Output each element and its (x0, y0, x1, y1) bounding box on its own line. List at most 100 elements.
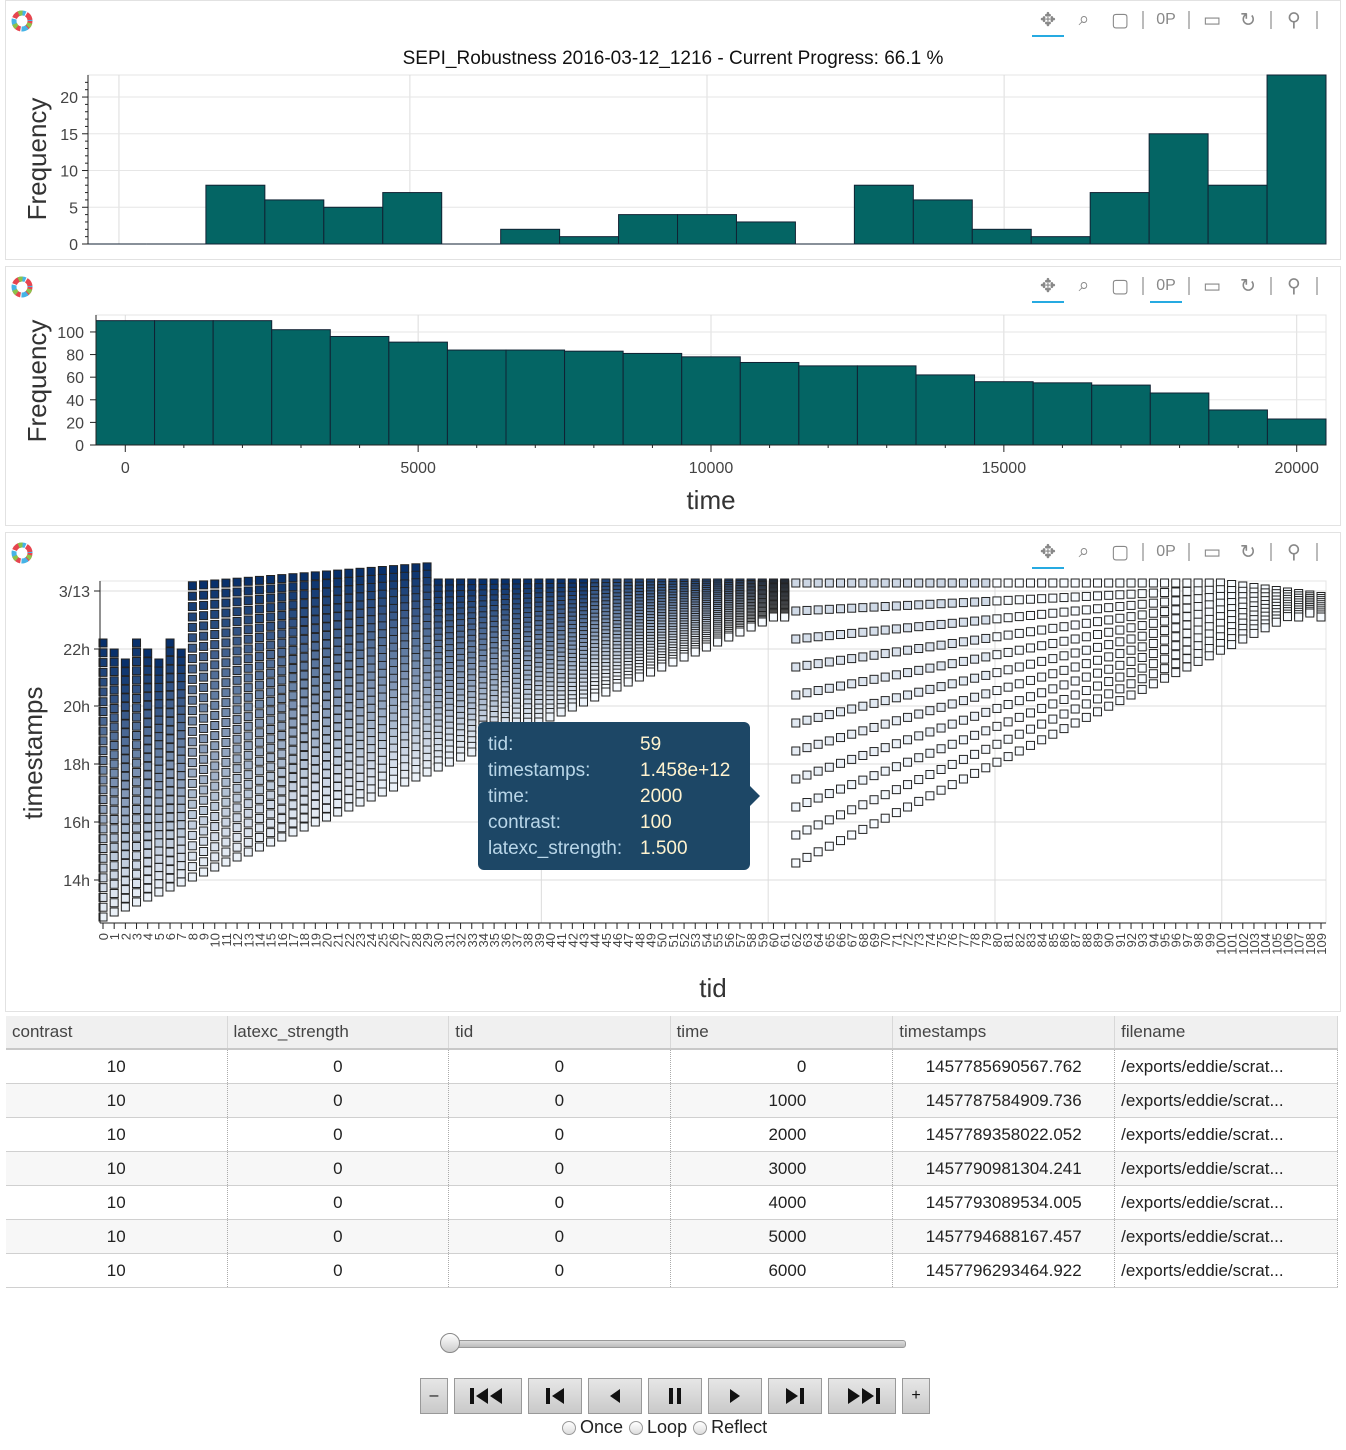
table-cell-contrast[interactable]: 10 (6, 1151, 228, 1186)
resize-icon[interactable]: ▢ (1111, 275, 1129, 297)
table-cell-time[interactable]: 6000 (670, 1253, 894, 1288)
table-cell-filename[interactable]: /exports/eddie/scrat... (1114, 1049, 1338, 1084)
table-cell-filename[interactable]: /exports/eddie/scrat... (1114, 1219, 1338, 1254)
scatter-point (1003, 665, 1013, 675)
table-cell-contrast[interactable]: 10 (6, 1117, 228, 1152)
table-cell-latexc-strength[interactable]: 0 (227, 1185, 450, 1220)
column-header-filename[interactable]: filename (1114, 1016, 1338, 1050)
table-cell-latexc-strength[interactable]: 0 (227, 1219, 450, 1254)
box-zoom-icon[interactable]: ⌕ (1078, 275, 1090, 296)
table-cell-filename[interactable]: /exports/eddie/scrat... (1114, 1117, 1338, 1152)
table-cell-contrast[interactable]: 10 (6, 1049, 228, 1084)
last-button[interactable] (828, 1378, 896, 1414)
resize-icon[interactable]: ▢ (1111, 9, 1129, 31)
pan-icon[interactable]: ✥ (1030, 273, 1066, 303)
radio-reflect[interactable] (693, 1420, 708, 1435)
hover-icon[interactable]: ⚲ (1287, 9, 1301, 31)
table-cell-filename[interactable]: /exports/eddie/scrat... (1114, 1083, 1338, 1118)
slower-button[interactable]: – (420, 1378, 448, 1414)
reset-icon[interactable]: ↻ (1240, 9, 1256, 31)
pan-icon[interactable]: ✥ (1030, 7, 1066, 37)
table-cell-timestamps[interactable]: 1457785690567.762 (892, 1049, 1116, 1084)
radio-loop[interactable] (629, 1420, 644, 1435)
table-cell-tid[interactable]: 0 (448, 1219, 671, 1254)
reset-icon[interactable]: ↻ (1240, 541, 1256, 563)
scatter-point (903, 712, 913, 722)
hover-icon[interactable]: ⚲ (1287, 275, 1301, 297)
table-cell-tid[interactable]: 0 (448, 1049, 671, 1084)
save-icon[interactable]: ▭ (1203, 9, 1221, 31)
column-header-latexc-strength[interactable]: latexc_strength (227, 1016, 450, 1050)
table-cell-timestamps[interactable]: 1457794688167.457 (892, 1219, 1116, 1254)
scatter-point (1148, 598, 1158, 608)
previous-button[interactable] (528, 1378, 582, 1414)
table-row[interactable]: 10 0 0 6000 1457796293464.922/exports/eddie/… (6, 1253, 1338, 1288)
frame-slider[interactable] (440, 1333, 906, 1353)
pan-icon[interactable]: ✥ (1030, 539, 1066, 569)
scatter-point (98, 892, 108, 902)
wheel-zoom-icon[interactable]: 0P (1156, 11, 1176, 28)
table-cell-tid[interactable]: 0 (448, 1253, 671, 1288)
reverse-button[interactable] (588, 1378, 642, 1414)
table-cell-filename[interactable]: /exports/eddie/scrat... (1114, 1151, 1338, 1186)
table-cell-latexc-strength[interactable]: 0 (227, 1117, 450, 1152)
table-cell-latexc-strength[interactable]: 0 (227, 1151, 450, 1186)
box-zoom-icon[interactable]: ⌕ (1078, 9, 1090, 30)
table-cell-latexc-strength[interactable]: 0 (227, 1049, 450, 1084)
column-header-time[interactable]: time (670, 1016, 894, 1050)
resize-icon[interactable]: ▢ (1111, 541, 1129, 563)
table-cell-timestamps[interactable]: 1457789358022.052 (892, 1117, 1116, 1152)
table-cell-contrast[interactable]: 10 (6, 1185, 228, 1220)
table-cell-filename[interactable]: /exports/eddie/scrat... (1114, 1185, 1338, 1220)
column-header-timestamps[interactable]: timestamps (892, 1016, 1116, 1050)
table-row[interactable]: 10 0 0 0 1457785690567.762/exports/eddie/scr… (6, 1049, 1338, 1084)
table-cell-timestamps[interactable]: 1457796293464.922 (892, 1253, 1116, 1288)
table-cell-time[interactable]: 5000 (670, 1219, 894, 1254)
wheel-zoom-icon[interactable]: 0P (1156, 543, 1176, 560)
table-cell-tid[interactable]: 0 (448, 1083, 671, 1118)
mode-loop[interactable]: Loop (629, 1417, 687, 1438)
table-cell-time[interactable]: 1000 (670, 1083, 894, 1118)
scatter-point (422, 599, 432, 609)
table-row[interactable]: 10 0 0 4000 1457793089534.005/exports/eddie/… (6, 1185, 1338, 1220)
mode-once[interactable]: Once (562, 1417, 623, 1438)
table-cell-tid[interactable]: 0 (448, 1185, 671, 1220)
column-header-contrast[interactable]: contrast (6, 1016, 228, 1050)
table-cell-contrast[interactable]: 10 (6, 1219, 228, 1254)
pause-button[interactable] (648, 1378, 702, 1414)
mode-reflect[interactable]: Reflect (693, 1417, 767, 1438)
table-cell-timestamps[interactable]: 1457793089534.005 (892, 1185, 1116, 1220)
table-row[interactable]: 10 0 0 1000 1457787584909.736/exports/eddie/… (6, 1083, 1338, 1118)
table-row[interactable]: 10 0 0 2000 1457789358022.052/exports/eddie/… (6, 1117, 1338, 1152)
save-icon[interactable]: ▭ (1203, 541, 1221, 563)
table-cell-time[interactable]: 3000 (670, 1151, 894, 1186)
table-cell-latexc-strength[interactable]: 0 (227, 1253, 450, 1288)
box-zoom-icon[interactable]: ⌕ (1078, 541, 1090, 562)
table-cell-contrast[interactable]: 10 (6, 1083, 228, 1118)
hover-icon[interactable]: ⚲ (1287, 541, 1301, 563)
radio-once[interactable] (562, 1420, 576, 1435)
table-row[interactable]: 10 0 0 5000 1457794688167.457/exports/eddie/… (6, 1219, 1338, 1254)
reset-icon[interactable]: ↻ (1240, 275, 1256, 297)
faster-button[interactable]: + (902, 1378, 930, 1414)
table-row[interactable]: 10 0 0 3000 1457790981304.241/exports/eddie/… (6, 1151, 1338, 1186)
save-icon[interactable]: ▭ (1203, 275, 1221, 297)
table-cell-time[interactable]: 4000 (670, 1185, 894, 1220)
table-cell-tid[interactable]: 0 (448, 1117, 671, 1152)
slider-handle[interactable] (440, 1333, 460, 1353)
table-cell-filename[interactable]: /exports/eddie/scrat... (1114, 1253, 1338, 1288)
slider-track[interactable] (444, 1340, 906, 1348)
table-cell-latexc-strength[interactable]: 0 (227, 1083, 450, 1118)
wheel-zoom-icon[interactable]: 0P (1148, 273, 1184, 303)
table-cell-contrast[interactable]: 10 (6, 1253, 228, 1288)
table-cell-tid[interactable]: 0 (448, 1151, 671, 1186)
first-button[interactable] (454, 1378, 522, 1414)
next-button[interactable] (768, 1378, 822, 1414)
play-button[interactable] (708, 1378, 762, 1414)
scatter-point (344, 777, 354, 787)
table-cell-time[interactable]: 2000 (670, 1117, 894, 1152)
column-header-tid[interactable]: tid (448, 1016, 671, 1050)
table-cell-timestamps[interactable]: 1457787584909.736 (892, 1083, 1116, 1118)
table-cell-timestamps[interactable]: 1457790981304.241 (892, 1151, 1116, 1186)
table-cell-time[interactable]: 0 (670, 1049, 894, 1084)
